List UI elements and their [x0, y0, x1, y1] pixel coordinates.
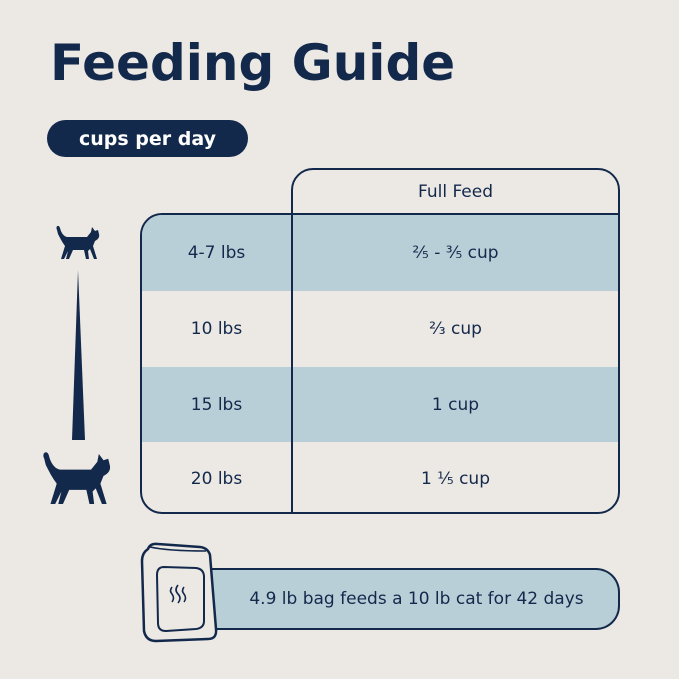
weight-column: 4-7 lbs 10 lbs 15 lbs 20 lbs — [140, 213, 291, 514]
weight-cell: 15 lbs — [142, 367, 291, 442]
amount-cell: 1 cup — [293, 367, 618, 442]
bag-note: 4.9 lb bag feeds a 10 lb cat for 42 days — [205, 568, 620, 630]
amount-cell: ²⁄₅ - ³⁄₅ cup — [293, 215, 618, 291]
large-cat-icon — [43, 452, 111, 504]
food-bag-icon — [140, 542, 218, 643]
weight-cell: 10 lbs — [190, 319, 243, 339]
weight-cell: 4-7 lbs — [142, 215, 291, 291]
full-feed-column: Full Feed ²⁄₅ - ³⁄₅ cup ²⁄₃ cup 1 cup 1 … — [291, 168, 620, 514]
amount-cell: 1 ¹⁄₅ cup — [420, 469, 490, 489]
small-cat-icon — [56, 225, 100, 259]
size-wedge-icon — [72, 270, 85, 440]
amount-cell: ²⁄₃ cup — [429, 319, 482, 339]
weight-cell: 20 lbs — [190, 469, 243, 489]
unit-pill: cups per day — [47, 120, 248, 157]
column-header: Full Feed — [293, 170, 618, 215]
page-title: Feeding Guide — [50, 34, 456, 92]
